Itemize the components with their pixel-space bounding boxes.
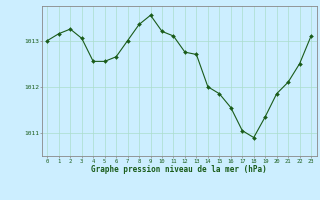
X-axis label: Graphe pression niveau de la mer (hPa): Graphe pression niveau de la mer (hPa) bbox=[91, 165, 267, 174]
